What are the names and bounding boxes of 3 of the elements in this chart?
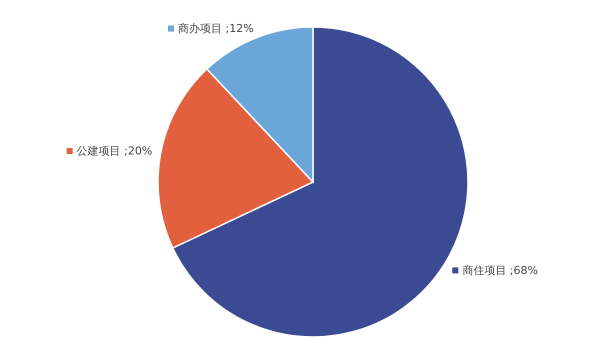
legend-label: 公建项目 ;20% bbox=[76, 144, 152, 158]
legend-label: 商办项目 ;12% bbox=[178, 22, 254, 36]
legend-label: 商住项目 ;68% bbox=[462, 264, 538, 277]
